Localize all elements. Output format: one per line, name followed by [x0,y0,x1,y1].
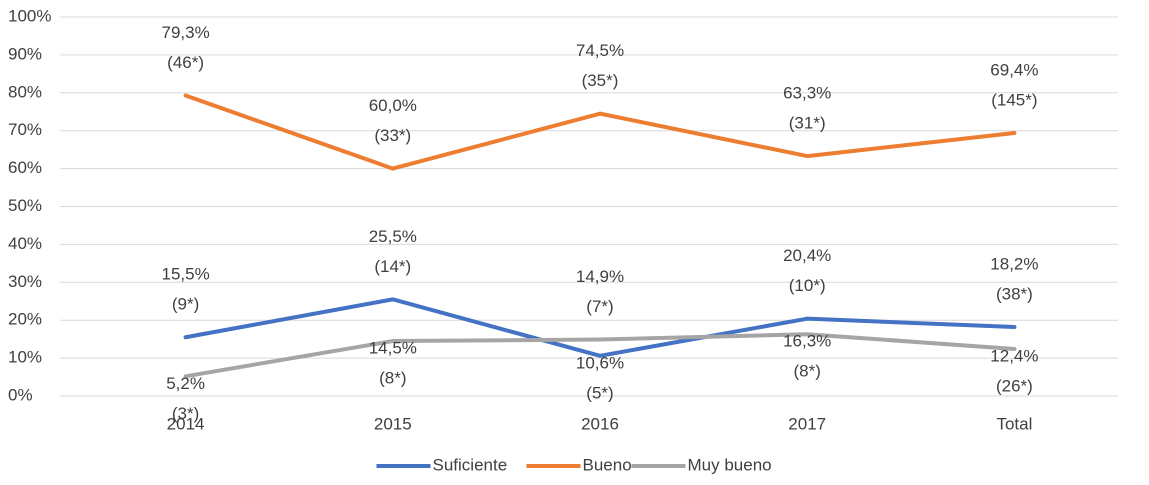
legend-label: Bueno [583,455,632,474]
y-tick-label: 80% [8,82,42,101]
data-label: (35*) [582,71,619,90]
legend-label: Suficiente [433,455,508,474]
data-label: (8*) [379,369,406,388]
data-label: 10,6% [576,353,624,372]
x-tick-label: 2017 [788,414,826,433]
y-tick-label: 100% [8,6,51,25]
data-label: (3*) [172,404,199,423]
data-label: (31*) [789,114,826,133]
data-label: 25,5% [369,227,417,246]
y-tick-label: 40% [8,234,42,253]
data-label: 74,5% [576,41,624,60]
y-tick-label: 90% [8,44,42,63]
data-label: 69,4% [990,60,1038,79]
data-label: (14*) [374,257,411,276]
data-label: (5*) [586,383,613,402]
data-label: 15,5% [161,265,209,284]
data-label: (38*) [996,285,1033,304]
data-label: 14,9% [576,267,624,286]
data-label: (46*) [167,53,204,72]
data-label: 79,3% [161,23,209,42]
data-label: 5,2% [166,374,205,393]
data-label: 60,0% [369,96,417,115]
y-tick-label: 70% [8,120,42,139]
data-label: 16,3% [783,332,831,351]
x-tick-label: 2015 [374,414,412,433]
y-tick-label: 10% [8,348,42,367]
data-label: (7*) [586,297,613,316]
data-label: 63,3% [783,84,831,103]
data-label: 20,4% [783,246,831,265]
x-tick-label: 2016 [581,414,619,433]
y-tick-label: 0% [8,385,33,404]
series-line [183,297,1017,358]
data-label: (33*) [374,126,411,145]
y-tick-label: 20% [8,310,42,329]
y-tick-label: 60% [8,158,42,177]
data-label: 12,4% [990,346,1038,365]
y-tick-label: 30% [8,272,42,291]
x-tick-label: 2014 [167,414,205,433]
data-label: 18,2% [990,255,1038,274]
data-label: 14,5% [369,339,417,358]
series-line [183,332,1017,379]
series-line [183,93,1017,171]
data-label: (8*) [793,362,820,381]
y-tick-label: 50% [8,196,42,215]
legend-label: Muy bueno [688,455,772,474]
data-label: (26*) [996,376,1033,395]
data-label: (145*) [991,90,1037,109]
data-label: (10*) [789,276,826,295]
data-label: (9*) [172,295,199,314]
x-tick-label: Total [996,414,1032,433]
